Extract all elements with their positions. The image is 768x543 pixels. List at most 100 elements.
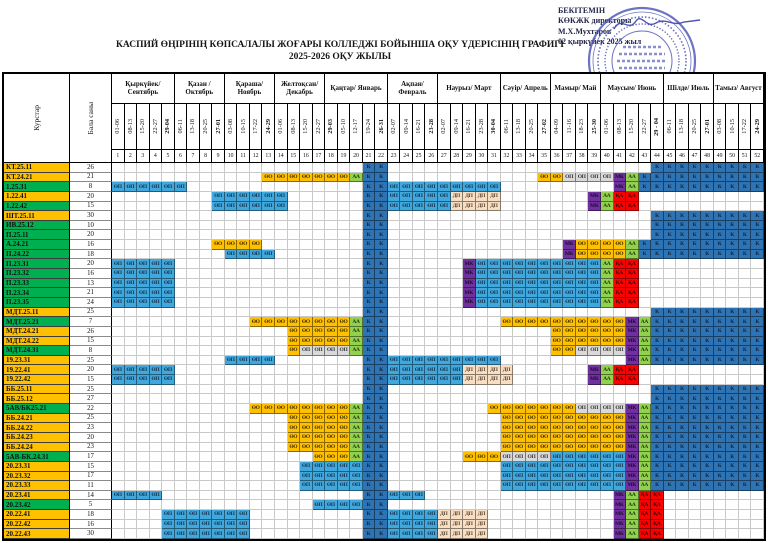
week-cell bbox=[249, 172, 263, 183]
week-cell: К bbox=[663, 346, 677, 356]
week-cell bbox=[425, 346, 438, 356]
week-cell bbox=[350, 249, 363, 260]
week-cell bbox=[463, 461, 476, 472]
week-cell bbox=[212, 471, 225, 482]
week-cell bbox=[726, 519, 739, 530]
week-cell bbox=[124, 404, 138, 414]
week-cell: ӨО bbox=[325, 326, 338, 337]
week-cell bbox=[137, 500, 150, 511]
week-cell: ӨО bbox=[312, 432, 326, 443]
week-cell bbox=[400, 384, 413, 395]
week-cell bbox=[287, 375, 301, 385]
week-cell bbox=[112, 240, 125, 250]
week-number: 36 bbox=[550, 150, 564, 163]
month-header: Қараша/ Ноябрь bbox=[224, 74, 275, 104]
week-cell: ӨП bbox=[613, 452, 627, 462]
week-cell: ӨП bbox=[350, 461, 363, 472]
week-cell: К bbox=[362, 297, 376, 308]
week-cell: К bbox=[751, 336, 764, 347]
week-cell bbox=[738, 519, 752, 530]
week-cell bbox=[262, 519, 275, 530]
week-cell: К bbox=[738, 307, 752, 318]
week-cell: К bbox=[726, 307, 739, 318]
week-cell: ӨП bbox=[124, 490, 138, 501]
group-code-cell: 19.22.42 bbox=[4, 375, 70, 385]
week-cell: К bbox=[688, 336, 702, 347]
week-cell bbox=[701, 288, 714, 298]
week-cell bbox=[124, 240, 138, 250]
week-cell bbox=[325, 249, 338, 260]
week-cell: К bbox=[688, 163, 702, 173]
week-cell: ӨП bbox=[463, 182, 476, 192]
week-cell: К bbox=[375, 423, 388, 433]
week-cell bbox=[287, 278, 301, 289]
week-cell: ӨП bbox=[237, 355, 250, 366]
week-cell bbox=[124, 442, 138, 453]
week-cell bbox=[575, 490, 589, 501]
week-cell bbox=[325, 269, 338, 279]
week-cell bbox=[450, 336, 464, 347]
week-cell: ӨП bbox=[325, 481, 338, 491]
week-cell: ӨО bbox=[287, 423, 301, 433]
week-cell: ӨО bbox=[337, 336, 351, 347]
week-cell bbox=[287, 452, 301, 462]
week-cell: ӨП bbox=[550, 481, 564, 491]
week-cell bbox=[425, 288, 438, 298]
week-cell: К bbox=[651, 384, 664, 395]
week-cell bbox=[224, 172, 238, 183]
week-number: 42 bbox=[626, 150, 639, 163]
week-cell bbox=[249, 346, 263, 356]
week-number: 25 bbox=[412, 150, 426, 163]
week-cell: МК bbox=[626, 336, 639, 347]
week-cell bbox=[575, 307, 589, 318]
week-cell bbox=[500, 355, 514, 366]
week-cell bbox=[149, 307, 163, 318]
week-cell bbox=[249, 394, 263, 405]
week-cell: ӨП bbox=[112, 182, 125, 192]
week-cell bbox=[312, 220, 326, 231]
week-cell bbox=[425, 471, 438, 482]
week-cell: ӨП bbox=[412, 355, 426, 366]
week-cell bbox=[563, 365, 576, 376]
week-cell: ӨО bbox=[550, 413, 564, 424]
week-cell bbox=[275, 269, 288, 279]
week-cell bbox=[651, 297, 664, 308]
week-cell bbox=[224, 442, 238, 453]
week-cell: ӨП bbox=[387, 375, 401, 385]
week-cell: ӨО bbox=[550, 423, 564, 433]
week-cell bbox=[312, 510, 326, 520]
week-cell: АА bbox=[350, 317, 363, 327]
week-cell bbox=[513, 394, 526, 405]
week-cell bbox=[513, 384, 526, 395]
week-cell: ӨП bbox=[137, 182, 150, 192]
week-cell: ӨО bbox=[513, 413, 526, 424]
month-header: Ақпан/ Февраль bbox=[387, 74, 438, 104]
week-cell: ӨП bbox=[425, 365, 438, 376]
week-cell: К bbox=[688, 404, 702, 414]
week-cell: АА bbox=[601, 288, 614, 298]
week-cell bbox=[588, 529, 601, 539]
week-cell bbox=[312, 529, 326, 539]
week-cell bbox=[438, 423, 451, 433]
week-cell bbox=[187, 452, 200, 462]
week-cell bbox=[475, 384, 489, 395]
week-cell: АА bbox=[638, 404, 652, 414]
week-cell: ӨП bbox=[488, 288, 501, 298]
group-code-cell: ББ.24.23 bbox=[4, 432, 70, 443]
week-cell: ӨО bbox=[312, 336, 326, 347]
week-cell bbox=[463, 163, 476, 173]
week-cell bbox=[538, 355, 551, 366]
week-cell bbox=[350, 288, 363, 298]
week-cell bbox=[438, 220, 451, 231]
week-cell bbox=[738, 278, 752, 289]
week-cell bbox=[412, 500, 426, 511]
week-cell: К bbox=[738, 404, 752, 414]
week-date-header: 23-28 bbox=[425, 104, 438, 150]
week-cell: К bbox=[676, 394, 689, 405]
week-cell: ҚА bbox=[613, 191, 627, 202]
week-cell: ӨП bbox=[112, 259, 125, 270]
group-code-cell: ББ.25.12 bbox=[4, 394, 70, 405]
week-cell bbox=[162, 471, 175, 482]
week-cell bbox=[212, 375, 225, 385]
document-title: КАСПИЙ ӨҢІРІНІҢ КӨПСАЛАЛЫ ЖОҒАРЫ КОЛЛЕДЖ… bbox=[60, 40, 620, 64]
